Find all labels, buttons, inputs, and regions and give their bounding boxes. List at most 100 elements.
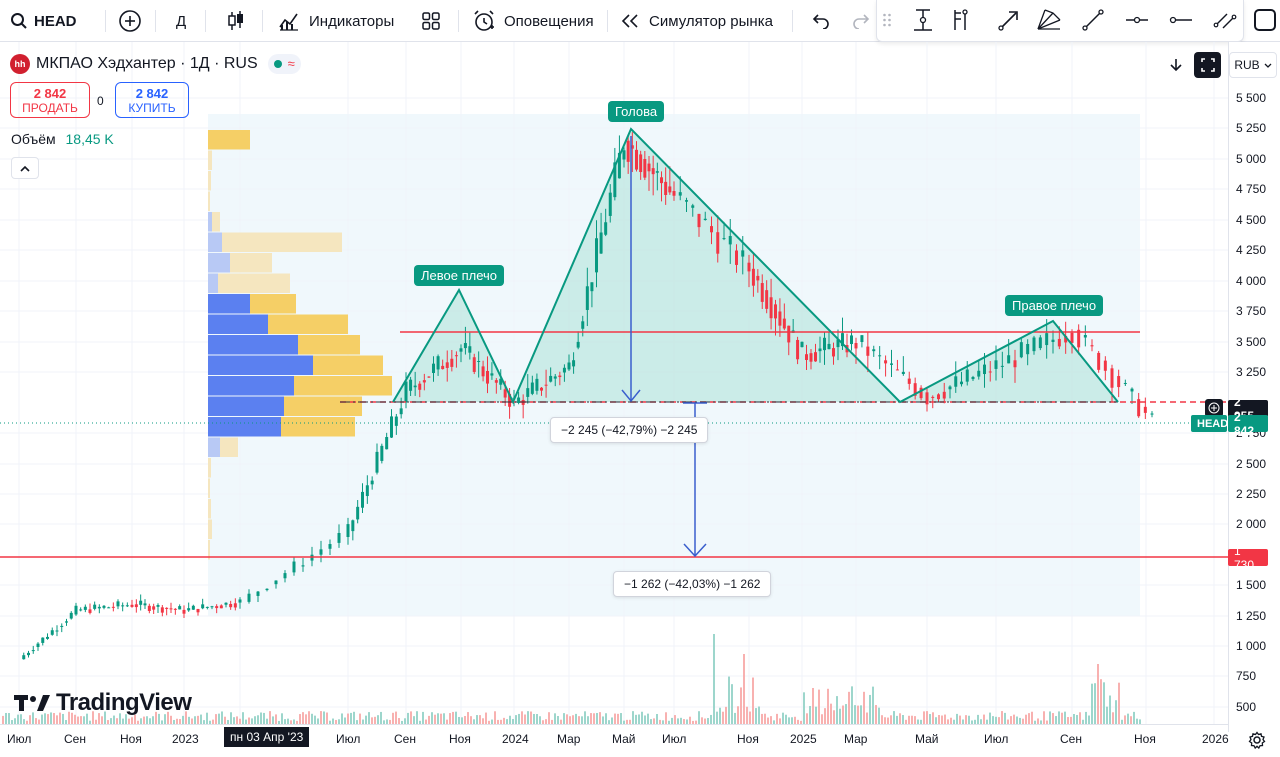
- redo-icon: [853, 14, 870, 29]
- volume-bar: [1070, 716, 1072, 724]
- volume-bar: [1073, 714, 1075, 724]
- alerts-button[interactable]: Оповещения: [472, 0, 594, 42]
- volume-bar: [449, 713, 451, 724]
- volume-bar: [929, 714, 931, 724]
- head-label[interactable]: Голова: [608, 101, 665, 122]
- volume-bar: [386, 719, 388, 724]
- volume-bar: [182, 715, 184, 724]
- volume-bar: [326, 712, 328, 724]
- volume-bar: [491, 719, 493, 724]
- chart-settings-button[interactable]: [1245, 728, 1269, 752]
- buy-button[interactable]: 2 842 КУПИТЬ: [115, 82, 189, 118]
- volume-bar: [1136, 718, 1138, 724]
- price-axis[interactable]: [1228, 42, 1280, 732]
- currency-select[interactable]: RUB: [1229, 52, 1277, 78]
- symbol-search[interactable]: HEAD: [10, 0, 77, 42]
- sell-button[interactable]: 2 842 ПРОДАТЬ: [10, 82, 90, 118]
- measure-label-1[interactable]: −2 245 (−42,79%) −2 245: [550, 417, 709, 443]
- volume-bar: [680, 717, 682, 724]
- horizontal-line-tool-icon[interactable]: [1165, 4, 1197, 36]
- volume-bar: [458, 716, 460, 724]
- time-tick: Май: [915, 732, 939, 746]
- candle-body: [107, 607, 111, 609]
- gear-icon: [1248, 731, 1266, 749]
- undo-button[interactable]: [810, 0, 830, 42]
- interval-button[interactable]: Д: [176, 12, 187, 30]
- trend-line-tool-icon[interactable]: [1077, 4, 1109, 36]
- volume-bar: [41, 714, 43, 724]
- pitchfork-tool-icon[interactable]: [943, 4, 975, 36]
- candle-body: [422, 380, 426, 383]
- arrow-tool-icon[interactable]: [993, 4, 1025, 36]
- candle-body: [102, 605, 106, 608]
- volume-bar: [1004, 712, 1006, 724]
- volume-bar: [686, 719, 688, 724]
- volume-bar: [1028, 713, 1030, 724]
- volume-bar: [347, 713, 349, 724]
- candle-body: [562, 367, 566, 373]
- volume-bar: [251, 718, 253, 724]
- drag-handle-icon[interactable]: [877, 4, 897, 36]
- candle-body: [769, 297, 773, 319]
- candle-body: [651, 168, 655, 175]
- candle-body: [385, 437, 389, 450]
- measure-label-2[interactable]: −1 262 (−42,03%) −1 262: [613, 571, 772, 597]
- replay-button[interactable]: Симулятор рынка: [620, 0, 773, 42]
- candle-body: [365, 485, 369, 497]
- volume-bar: [875, 705, 877, 724]
- price-tick: 2 500: [1236, 457, 1267, 471]
- volume-bar: [536, 714, 538, 724]
- volume-bar: [191, 718, 193, 724]
- candle-body: [490, 373, 494, 376]
- candle-body: [660, 177, 663, 184]
- parallel-channel-tool-icon[interactable]: [1209, 4, 1241, 36]
- price-chart[interactable]: [0, 42, 1228, 732]
- collapse-legend-button[interactable]: [11, 157, 39, 179]
- volume-bar: [29, 715, 31, 724]
- candle-body: [337, 532, 341, 543]
- volume-bar: [788, 717, 790, 724]
- volume-bar: [833, 710, 835, 724]
- volume-bar: [446, 719, 448, 724]
- indicators-button[interactable]: Индикаторы: [278, 0, 394, 42]
- volume-bar: [152, 716, 154, 724]
- volume-bar: [197, 715, 199, 724]
- right-shoulder-label[interactable]: Правое плечо: [1005, 295, 1104, 316]
- candle-body: [841, 333, 844, 347]
- layouts-button[interactable]: [421, 0, 441, 42]
- volume-bar: [371, 717, 373, 724]
- volume-legend[interactable]: Объём 18,45 K: [11, 131, 114, 147]
- candle-body: [832, 348, 835, 357]
- candle-body: [409, 379, 413, 391]
- scroll-down-button[interactable]: [1164, 53, 1188, 77]
- fullscreen-icon[interactable]: [1254, 9, 1276, 31]
- volume-bar: [881, 715, 883, 724]
- candle-body: [156, 605, 160, 607]
- chart-type-button[interactable]: [226, 0, 246, 42]
- candle-body: [1019, 342, 1023, 358]
- compare-button[interactable]: [118, 0, 142, 42]
- price-tick: 4 500: [1236, 213, 1267, 227]
- tradingview-watermark: TradingView: [14, 689, 192, 717]
- candle-body: [581, 321, 585, 329]
- volume-bar: [158, 713, 160, 724]
- gann-fan-tool-icon[interactable]: [1033, 4, 1065, 36]
- add-alert-button[interactable]: [1205, 399, 1223, 417]
- candle-body: [697, 213, 701, 228]
- volume-bar: [56, 715, 58, 724]
- candle-body: [1077, 329, 1081, 348]
- redo-button[interactable]: [852, 0, 872, 42]
- volume-bar: [407, 712, 409, 724]
- auto-scale-button[interactable]: [1194, 52, 1221, 78]
- candle-body: [639, 154, 643, 173]
- horizontal-ray-tool-icon[interactable]: [1121, 4, 1153, 36]
- market-status-pill[interactable]: ≈: [267, 54, 301, 74]
- vertical-line-tool-icon[interactable]: [907, 4, 939, 36]
- volume-bar: [920, 719, 922, 724]
- legend-title[interactable]: МКПАО Хэдхантер · 1Д · RUS: [36, 55, 258, 72]
- time-axis[interactable]: [0, 724, 1228, 757]
- left-shoulder-label[interactable]: Левое плечо: [414, 265, 505, 286]
- volume-bar: [773, 720, 775, 724]
- volume-bar: [890, 715, 892, 724]
- search-icon: [11, 13, 27, 29]
